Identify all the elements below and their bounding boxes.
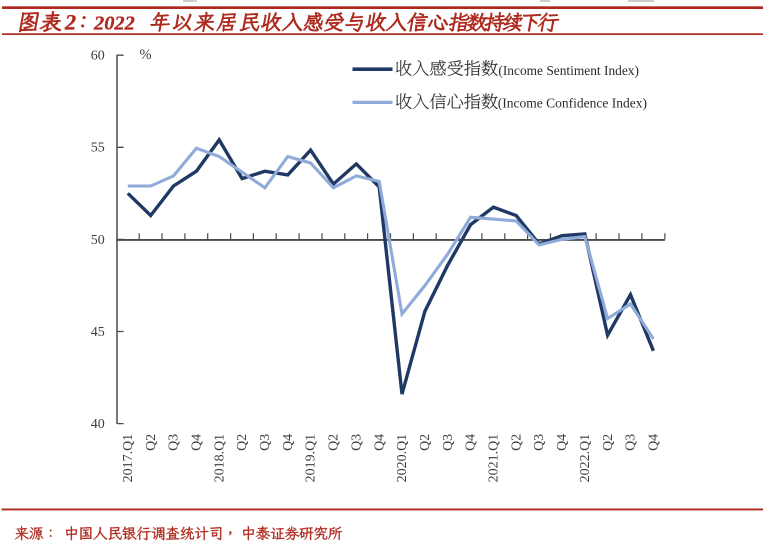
- svg-text:50: 50: [91, 233, 105, 248]
- svg-text:%: %: [140, 47, 152, 63]
- svg-text:(Income Confidence Index): (Income Confidence Index): [498, 96, 647, 111]
- svg-text:Q4: Q4: [281, 434, 296, 451]
- svg-text:2019.Q1: 2019.Q1: [304, 434, 319, 483]
- svg-text:Q3: Q3: [167, 434, 182, 451]
- svg-text:Q3: Q3: [441, 434, 456, 451]
- svg-text:2020.Q1: 2020.Q1: [395, 434, 410, 483]
- svg-text:Q4: Q4: [372, 434, 387, 451]
- svg-text:2022: 2022: [93, 13, 135, 35]
- svg-text:Q4: Q4: [555, 434, 570, 451]
- svg-text:Q2: Q2: [509, 434, 524, 451]
- svg-text:40: 40: [91, 417, 105, 432]
- svg-text:Q3: Q3: [349, 434, 364, 451]
- svg-text:Q4: Q4: [647, 434, 662, 451]
- svg-text:Q3: Q3: [624, 434, 639, 451]
- svg-text:Q2: Q2: [418, 434, 433, 451]
- svg-text:60: 60: [91, 49, 105, 64]
- svg-text:2018.Q1: 2018.Q1: [212, 434, 227, 483]
- svg-text:Q3: Q3: [532, 434, 547, 451]
- svg-text:Q2: Q2: [144, 434, 159, 451]
- svg-text:Q4: Q4: [464, 434, 479, 451]
- svg-text:(Income Sentiment Index): (Income Sentiment Index): [498, 63, 639, 78]
- svg-text:2017.Q1: 2017.Q1: [121, 434, 136, 483]
- svg-text:55: 55: [91, 141, 105, 156]
- svg-text:Q3: Q3: [258, 434, 273, 451]
- svg-text:2: 2: [64, 10, 76, 35]
- svg-text:Q2: Q2: [235, 434, 250, 451]
- svg-text:Q2: Q2: [601, 434, 616, 451]
- svg-text:Q4: Q4: [190, 434, 205, 451]
- svg-text:2022.Q1: 2022.Q1: [578, 434, 593, 483]
- svg-text:Q2: Q2: [327, 434, 342, 451]
- svg-text:2021.Q1: 2021.Q1: [487, 434, 502, 483]
- svg-text:45: 45: [91, 325, 105, 340]
